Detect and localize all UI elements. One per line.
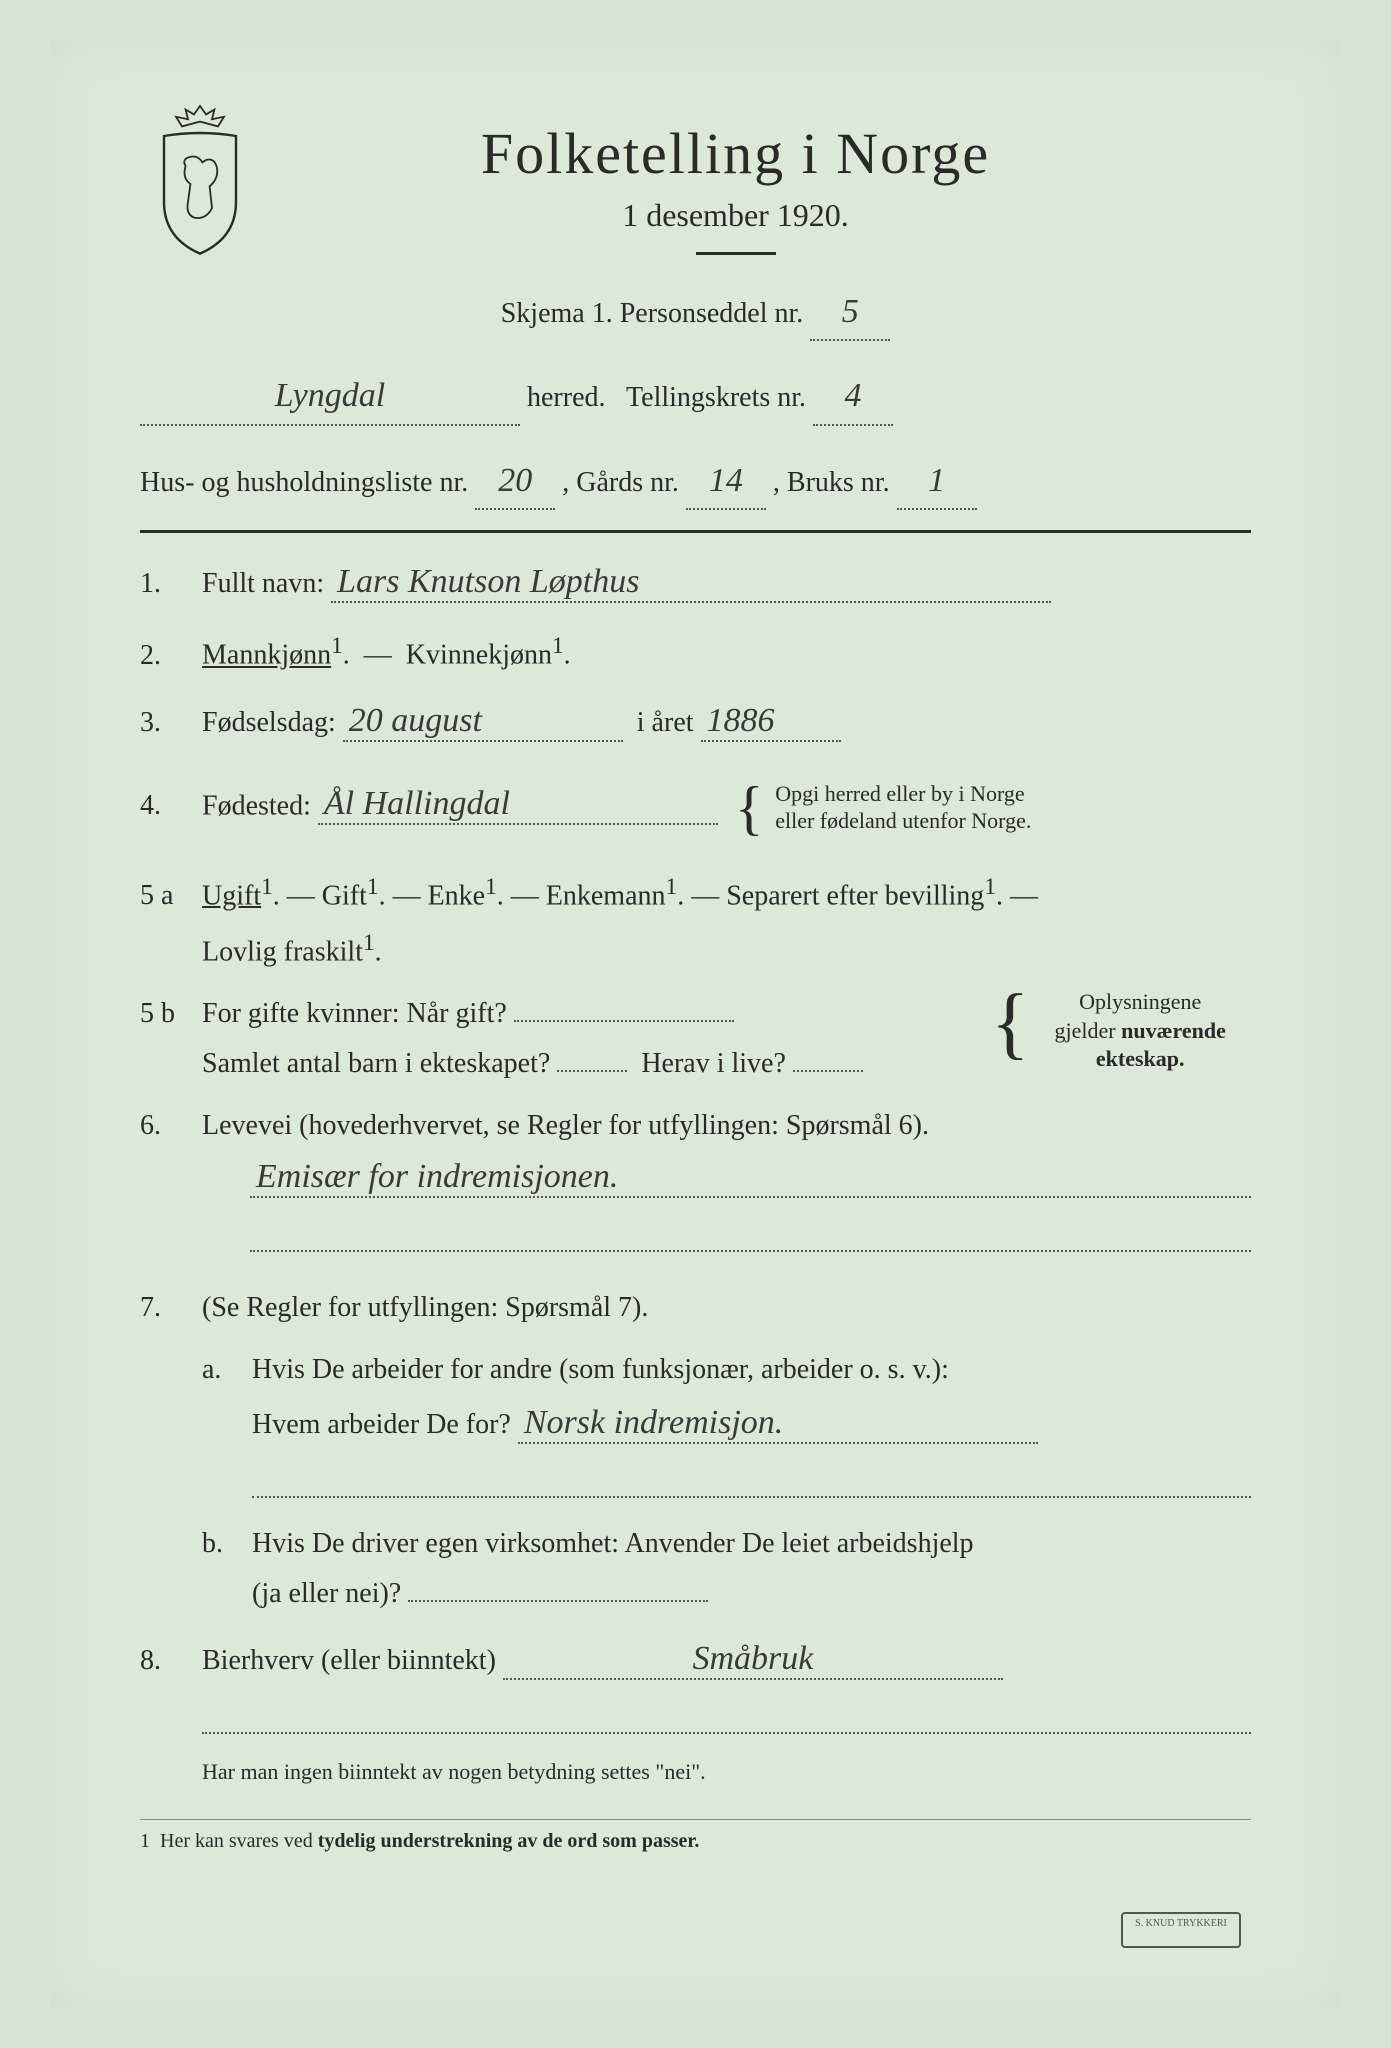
q5b-note1: Oplysningene [1079,989,1201,1014]
divider-top [140,530,1251,533]
q6-value: Emisær for indremisjonen. [250,1158,1251,1198]
q7a-num: a. [202,1354,238,1386]
herred-line: Lyngdal herred. Tellingskrets nr. 4 [140,369,1251,425]
subtitle-date: 1 desember 1920. [220,197,1251,234]
q6-blank-line [250,1212,1251,1252]
bruks-nr: 1 [897,454,977,510]
q1-num: 1. [140,568,188,600]
q8-label: Bierhverv (eller biinntekt) [202,1645,496,1676]
title-rule [696,252,776,255]
q2-num: 2. [140,640,188,672]
q3-mid: i året [637,707,694,738]
q7b-num: b. [202,1528,238,1560]
q7b-value [408,1600,708,1602]
skjema-line: Skjema 1. Personseddel nr. 5 [140,285,1251,341]
husliste-line: Hus- og husholdningsliste nr. 20 , Gårds… [140,454,1251,510]
q7a-l1: Hvis De arbeider for andre (som funksjon… [252,1354,949,1385]
bruks-label: , Bruks nr. [773,467,890,498]
q2-sep: — [364,640,392,671]
q6-answer-block: Emisær for indremisjonen. [250,1158,1251,1252]
herred-label: herred. [527,382,606,413]
q5b-l2a: Samlet antal barn i ekteskapet? [202,1048,550,1079]
q8-num: 8. [140,1645,188,1677]
census-form-page: Folketelling i Norge 1 desember 1920. Sk… [50,40,1341,2008]
q5a-opt-0: Ugift [202,880,261,911]
q4-label: Fødested: [202,790,311,821]
q8-value: Småbruk [503,1640,1003,1680]
q6-num: 6. [140,1110,188,1142]
q3-num: 3. [140,707,188,739]
q5a-opt-3: Enkemann [546,880,666,911]
personseddel-nr: 5 [810,285,890,341]
q7-label: (Se Regler for utfyllingen: Spørsmål 7). [202,1292,648,1323]
bottom-note: Har man ingen biinntekt av nogen betydni… [202,1754,1251,1789]
q2-opt2: Kvinnekjønn [406,640,552,671]
gards-label: , Gårds nr. [562,467,679,498]
printer-stamp: S. KNUD TRYKKERI [1121,1912,1241,1948]
q7a-value: Norsk indremisjon. [518,1404,1038,1444]
q5a-opt-4: Separert efter bevilling [726,880,984,911]
gards-nr: 14 [686,454,766,510]
skjema-label: Skjema 1. Personseddel nr. [501,298,804,329]
q5a-row: 5 a Ugift1. — Gift1. — Enke1. — Enkemann… [140,874,1251,969]
q6-label: Levevei (hovederhvervet, se Regler for u… [202,1110,929,1141]
q5a-line2: Lovlig fraskilt [202,936,363,967]
q5a-opt-2: Enke [428,880,486,911]
footnote: 1 Her kan svares ved tydelig understrekn… [140,1819,1251,1853]
q4-value: Ål Hallingdal [318,785,718,825]
q4-note1: Opgi herred eller by i Norge [775,781,1024,806]
q7b-row: b. Hvis De driver egen virksomhet: Anven… [202,1528,1251,1610]
q7b-l2: (ja eller nei)? [252,1578,401,1609]
q5b-row: 5 b { Oplysningene gjelder nuværende ekt… [140,998,1251,1080]
q5b-note2: gjelder nuværende [1055,1018,1226,1043]
q5a-opt-1: Gift [322,880,367,911]
tellingskrets-nr: 4 [813,369,893,425]
q3-row: 3. Fødselsdag: 20 august i året 1886 [140,702,1251,742]
q5b-barn-val [557,1070,627,1072]
q5b-note: { Oplysningene gjelder nuværende ekteska… [991,988,1251,1074]
q1-row: 1. Fullt navn: Lars Knutson Løpthus [140,563,1251,603]
q3-label: Fødselsdag: [202,707,336,738]
q7-num: 7. [140,1292,188,1324]
q5b-num: 5 b [140,998,188,1030]
q6-row: 6. Levevei (hovederhvervet, se Regler fo… [140,1110,1251,1142]
q2-row: 2. Mannkjønn1. — Kvinnekjønn1. [140,633,1251,671]
coat-of-arms-icon [140,100,260,250]
main-title: Folketelling i Norge [220,120,1251,187]
brace-icon: { [991,988,1029,1058]
q7a-l2: Hvem arbeider De for? [252,1409,511,1440]
husliste-nr: 20 [475,454,555,510]
q5a-num: 5 a [140,880,188,912]
q4-note2: eller fødeland utenfor Norge. [775,808,1031,833]
q2-sup1: 1 [331,633,343,659]
q5b-gift-val [514,1020,734,1022]
q7b-l1: Hvis De driver egen virksomhet: Anvender… [252,1528,974,1559]
q8-row: 8. Bierhverv (eller biinntekt) Småbruk [140,1640,1251,1680]
q1-value: Lars Knutson Løpthus [331,563,1051,603]
q5b-l2b: Herav i live? [641,1048,786,1079]
q7a-row: a. Hvis De arbeider for andre (som funks… [202,1354,1251,1498]
q3-day: 20 august [343,702,623,742]
q2-sup2: 1 [552,633,564,659]
q5b-note3: ekteskap. [1096,1046,1185,1071]
q5b-live-val [793,1070,863,1072]
q3-year: 1886 [701,702,841,742]
header: Folketelling i Norge 1 desember 1920. [140,120,1251,255]
q7a-blank [252,1458,1251,1498]
q4-row: 4. Fødested: Ål Hallingdal { Opgi herred… [140,772,1251,844]
husliste-label: Hus- og husholdningsliste nr. [140,467,468,498]
crest-svg [140,100,260,256]
q4-num: 4. [140,790,188,822]
q5b-l1a: For gifte kvinner: Når gift? [202,998,507,1029]
tellingskrets-label: Tellingskrets nr. [626,382,806,413]
q7-row: 7. (Se Regler for utfyllingen: Spørsmål … [140,1292,1251,1324]
q4-note: { Opgi herred eller by i Norge eller fød… [735,772,1031,844]
q1-label: Fullt navn: [202,568,324,599]
q8-blank [202,1694,1251,1734]
herred-value: Lyngdal [140,369,520,425]
brace-icon: { [735,772,764,844]
q2-opt1: Mannkjønn [202,640,331,671]
